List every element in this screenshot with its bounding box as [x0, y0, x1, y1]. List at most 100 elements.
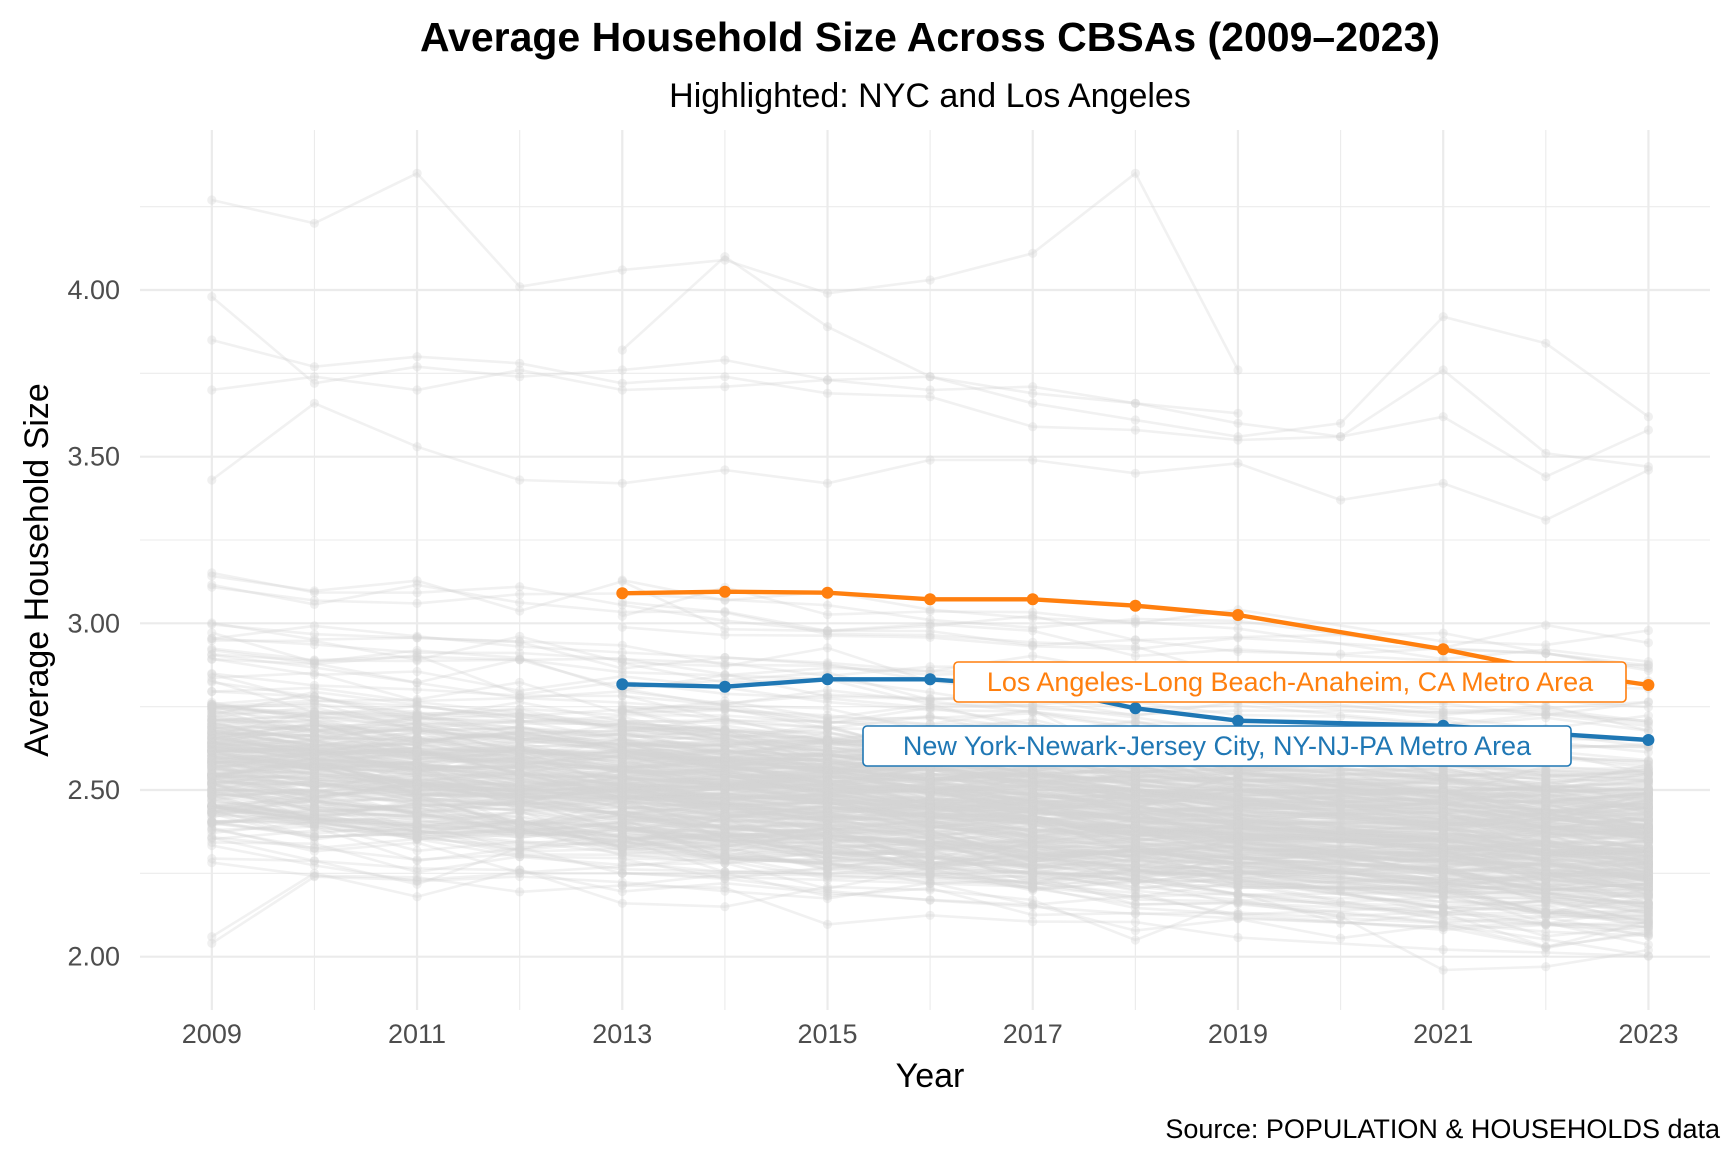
- background-series-line: [622, 756, 1649, 831]
- background-series-line: [211, 779, 1649, 856]
- background-point: [1233, 853, 1243, 863]
- background-point: [617, 810, 627, 820]
- background-series-line: [211, 738, 1649, 822]
- background-point: [1233, 785, 1243, 795]
- background-point: [515, 749, 525, 760]
- background-point: [720, 767, 730, 777]
- background-point: [515, 677, 525, 687]
- background-point: [1233, 813, 1243, 823]
- background-point: [1541, 870, 1551, 880]
- background-point: [822, 774, 833, 784]
- background-series-line: [211, 725, 1649, 809]
- background-point: [925, 782, 935, 792]
- background-point: [720, 797, 730, 807]
- background-point: [822, 784, 833, 794]
- background-point: [720, 752, 730, 762]
- background-series-line: [622, 873, 1649, 946]
- chart-title: Average Household Size Across CBSAs (200…: [420, 14, 1440, 60]
- background-point: [720, 792, 730, 803]
- background-point: [1028, 804, 1038, 814]
- background-point: [1130, 777, 1140, 787]
- background-point: [1541, 805, 1551, 816]
- background-point: [720, 852, 730, 862]
- background-point: [617, 861, 627, 872]
- background-point: [1028, 769, 1038, 780]
- background-point: [617, 830, 627, 840]
- background-point: [309, 762, 319, 772]
- background-point: [1130, 780, 1140, 790]
- background-point: [617, 729, 627, 739]
- background-point: [412, 741, 422, 751]
- background-point: [207, 837, 217, 848]
- background-point: [1130, 795, 1140, 806]
- background-point: [822, 631, 833, 641]
- background-point: [822, 746, 833, 756]
- background-point: [925, 853, 935, 864]
- background-point: [1130, 908, 1140, 918]
- background-series-line: [211, 719, 1649, 831]
- background-point: [1233, 775, 1243, 785]
- background-point: [412, 749, 422, 759]
- background-series-line: [211, 774, 1649, 864]
- background-point: [617, 804, 627, 814]
- background-point: [1541, 787, 1551, 797]
- background-point: [617, 703, 627, 713]
- background-point: [1028, 714, 1038, 725]
- background-point: [720, 770, 730, 780]
- background-series-line: [211, 808, 1649, 915]
- background-point: [1233, 820, 1243, 830]
- background-point: [515, 780, 525, 791]
- background-point: [822, 716, 833, 726]
- background-point: [1028, 613, 1038, 623]
- background-series-line: [622, 765, 1649, 814]
- background-point: [1233, 799, 1243, 809]
- background-series-line: [211, 820, 1649, 879]
- background-point: [925, 772, 935, 782]
- background-point: [1233, 833, 1243, 843]
- background-series-line: [211, 802, 1649, 892]
- background-point: [1028, 833, 1038, 844]
- background-point: [1028, 862, 1038, 872]
- background-point: [720, 798, 730, 808]
- background-point: [515, 827, 525, 837]
- background-point: [309, 680, 319, 691]
- background-point: [1336, 911, 1346, 921]
- background-point: [720, 801, 730, 811]
- background-point: [1028, 837, 1038, 848]
- background-series-line: [211, 763, 1649, 837]
- background-point: [309, 846, 319, 856]
- background-point: [617, 783, 627, 793]
- background-point: [309, 740, 319, 750]
- background-point: [617, 747, 627, 757]
- background-point: [309, 746, 319, 756]
- background-point: [1643, 868, 1653, 878]
- background-point: [412, 856, 422, 866]
- background-point: [515, 763, 525, 773]
- background-point: [617, 783, 627, 794]
- background-point: [617, 751, 627, 761]
- background-point: [1233, 895, 1243, 905]
- background-series-line: [211, 338, 1649, 468]
- background-point: [309, 751, 319, 761]
- background-point: [207, 751, 217, 762]
- background-series-line: [211, 747, 1649, 840]
- background-point: [925, 813, 935, 823]
- background-point: [1233, 932, 1243, 943]
- background-point: [1130, 798, 1140, 808]
- background-point: [822, 784, 833, 794]
- background-point: [822, 775, 833, 785]
- background-series-line: [622, 743, 1649, 823]
- background-point: [515, 719, 525, 729]
- background-point: [720, 755, 730, 765]
- background-point: [1643, 804, 1653, 814]
- background-series-line: [622, 825, 1649, 887]
- background-point: [822, 779, 833, 789]
- background-series-line: [622, 797, 1649, 861]
- background-point: [412, 780, 422, 791]
- background-point: [822, 859, 833, 869]
- background-series-line: [211, 787, 1649, 871]
- background-point: [1643, 808, 1653, 819]
- background-series-line: [211, 757, 1649, 867]
- background-point: [1643, 880, 1653, 890]
- background-point: [1643, 883, 1653, 894]
